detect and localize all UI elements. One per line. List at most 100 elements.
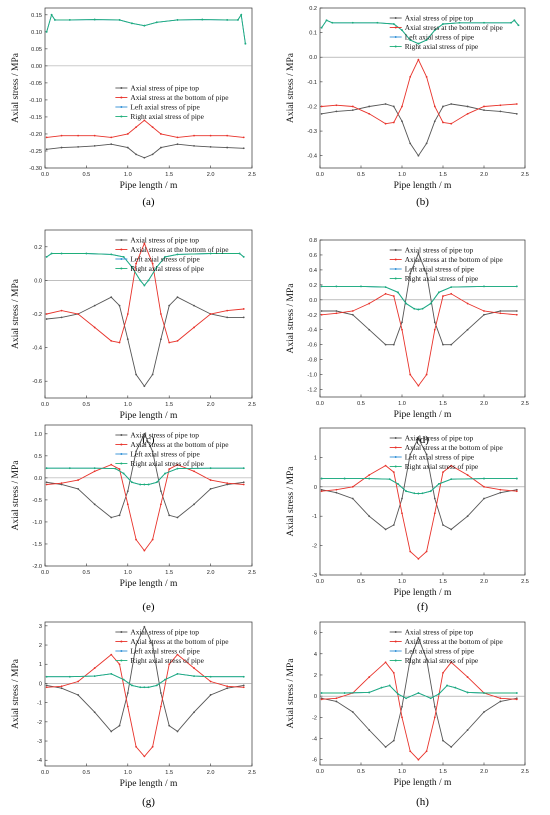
y-tick-label: 4 [314, 652, 317, 658]
x-axis-title: Pipe length / m [120, 579, 178, 589]
series-point-2 [176, 463, 179, 466]
y-tick-label: 1.0 [34, 432, 42, 438]
series-point-1 [135, 644, 137, 646]
series-point-4 [68, 675, 71, 678]
series-point-1 [442, 524, 444, 526]
chart-panel-3: 0.2 0.0 -0.2 -0.4 -0.6 0.0 0.5 1.0 1.5 2.0 2.5 Axia… [11, 229, 256, 446]
legend-marker-3 [120, 258, 123, 260]
series-point-4 [417, 692, 420, 694]
x-tick-label: 1.5 [439, 172, 447, 178]
series-point-1 [368, 729, 371, 731]
y-tick-label: -0.15 [29, 115, 42, 121]
series-point-1 [242, 684, 245, 687]
series-line-4 [46, 13, 246, 44]
series-point-2 [515, 103, 518, 105]
series-point-2 [442, 671, 444, 674]
series-point-2 [409, 550, 412, 553]
series-point-2 [450, 292, 453, 295]
series-point-1 [193, 711, 195, 714]
series-point-4 [50, 252, 53, 255]
legend-marker-2 [394, 258, 397, 261]
legend-marker-4 [394, 659, 397, 662]
series-point-2 [209, 479, 212, 481]
legend-label-4: Right axial stress of pipe [130, 264, 204, 273]
series-point-1 [433, 497, 436, 500]
panel-caption: (a) [142, 196, 155, 208]
y-tick-label: 0.15 [31, 13, 42, 19]
legend-label-1: Axial stress of pipe top [130, 628, 199, 637]
series-point-1 [425, 142, 428, 145]
series-point-1 [392, 739, 395, 742]
series-point-1 [118, 514, 121, 517]
x-axis-title: Pipe length / m [394, 778, 452, 788]
y-tick-label: -0.2 [307, 104, 317, 110]
series-point-1 [126, 338, 129, 341]
series-point-2 [368, 112, 371, 115]
series-point-1 [176, 143, 179, 146]
series-point-2 [425, 550, 428, 553]
series-point-4 [139, 483, 142, 486]
legend-label-2: Axial stress at the bottom of pipe [405, 443, 504, 452]
x-tick-label: 2.0 [207, 570, 215, 576]
series-point-4 [147, 686, 150, 689]
series-point-2 [209, 313, 212, 315]
series-point-2 [450, 661, 453, 664]
plot-frame [319, 621, 526, 766]
series-point-4 [413, 307, 416, 310]
series-point-1 [499, 110, 502, 113]
plot-frame [44, 424, 253, 567]
series-point-2 [384, 661, 387, 664]
series-point-1 [466, 729, 469, 731]
series-point-1 [135, 373, 137, 376]
series-line-4 [46, 253, 244, 287]
series-point-2 [242, 483, 245, 486]
series-point-2 [384, 292, 387, 295]
series-point-2 [143, 242, 146, 245]
series-point-2 [93, 134, 96, 137]
chart-panel-2: 0.2 0.1 0.0 -0.1 -0.2 -0.3 -0.4 0.0 0.5 1.0 1.5 2.0… [286, 6, 529, 208]
series-point-4 [164, 472, 166, 475]
series-point-4 [147, 483, 150, 486]
y-tick-label: -2 [37, 720, 42, 726]
panel-caption: (h) [416, 796, 429, 808]
series-point-2 [143, 549, 146, 552]
series-point-4 [226, 19, 229, 21]
series-point-4 [176, 253, 179, 256]
x-axis-title: Pipe length / m [120, 411, 178, 421]
series-point-4 [131, 266, 133, 268]
series-point-4 [320, 285, 323, 288]
series-point-1 [226, 316, 229, 319]
y-axis-title: Axial stress / MPa [11, 52, 21, 123]
y-tick-label: -3 [37, 739, 42, 745]
series-point-1 [168, 514, 171, 517]
legend-label-2: Axial stress at the bottom of pipe [405, 637, 504, 646]
series-point-2 [320, 313, 323, 316]
x-tick-label: 0.5 [357, 401, 365, 407]
series-point-1 [160, 146, 162, 149]
series-point-4 [417, 42, 420, 45]
series-line-1 [46, 296, 244, 387]
x-tick-label: 1.0 [124, 402, 132, 408]
x-tick-label: 1.0 [398, 579, 406, 585]
legend-label-1: Axial stress of pipe top [405, 14, 474, 23]
series-point-1 [392, 524, 395, 526]
series-point-1 [409, 453, 412, 456]
series-point-2 [335, 697, 338, 700]
series-point-4 [405, 697, 407, 700]
series-point-2 [433, 328, 436, 331]
series-point-4 [442, 23, 444, 25]
series-point-2 [110, 339, 113, 342]
series-point-4 [335, 285, 338, 288]
series-point-4 [429, 697, 432, 700]
series-point-2 [401, 716, 403, 719]
y-tick-label: -1 [312, 514, 317, 520]
x-tick-label: 0.0 [41, 770, 49, 776]
series-point-2 [242, 686, 245, 689]
y-axis-title: Axial stress / MPa [286, 283, 296, 354]
x-axis-title: Pipe length / m [120, 181, 178, 191]
series-point-2 [209, 680, 212, 683]
series-point-2 [515, 313, 518, 316]
series-point-4 [320, 26, 323, 29]
series-point-2 [409, 750, 412, 753]
legend-marker-3 [394, 268, 397, 270]
